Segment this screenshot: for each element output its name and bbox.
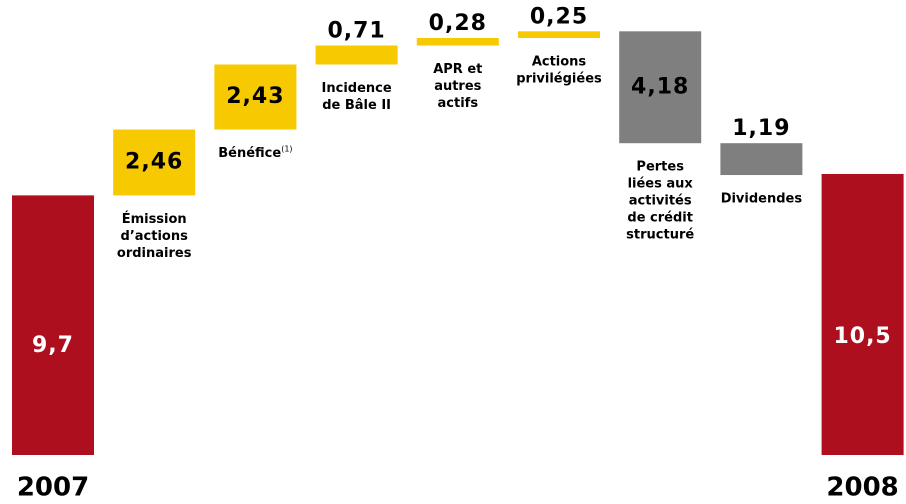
category-label: autres xyxy=(434,79,481,94)
category-label: privilégiées xyxy=(516,72,602,87)
bar xyxy=(416,38,499,46)
bar xyxy=(518,31,600,39)
category-label: Pertes xyxy=(636,160,684,175)
value-label: 10,5 xyxy=(833,324,891,349)
bar xyxy=(821,173,904,455)
footnote-marker: (1) xyxy=(281,144,292,153)
category-label: Bénéfice(1) xyxy=(218,144,292,161)
value-label: 0,25 xyxy=(530,4,588,29)
category-label: Dividendes xyxy=(721,192,803,207)
bar xyxy=(619,31,702,144)
bar xyxy=(315,45,398,65)
value-label: 1,19 xyxy=(732,116,790,141)
value-label: 2,46 xyxy=(125,149,183,174)
bar xyxy=(214,64,297,130)
value-label: 4,18 xyxy=(631,74,689,99)
bar xyxy=(720,143,803,176)
value-label: 2,43 xyxy=(226,84,284,109)
category-label: 2007 xyxy=(17,473,89,503)
value-label: 0,71 xyxy=(327,19,385,44)
category-label: ordinaires xyxy=(117,246,192,261)
value-label: 0,28 xyxy=(429,11,487,36)
category-label: de Bâle II xyxy=(322,98,391,113)
category-label: de crédit xyxy=(627,211,693,226)
category-label: liées aux xyxy=(628,177,694,192)
category-label: actifs xyxy=(438,96,479,111)
category-label: Émission xyxy=(122,211,187,227)
category-label: Incidence xyxy=(322,81,392,96)
category-label: d’actions xyxy=(121,229,189,244)
category-label: 2008 xyxy=(826,473,898,503)
category-label: activités xyxy=(629,194,692,209)
category-label: APR et xyxy=(433,62,482,77)
bar xyxy=(113,129,196,196)
value-label: 9,7 xyxy=(32,333,74,358)
category-label: Actions xyxy=(532,55,587,70)
category-label: structuré xyxy=(626,228,694,243)
bar xyxy=(12,195,94,455)
